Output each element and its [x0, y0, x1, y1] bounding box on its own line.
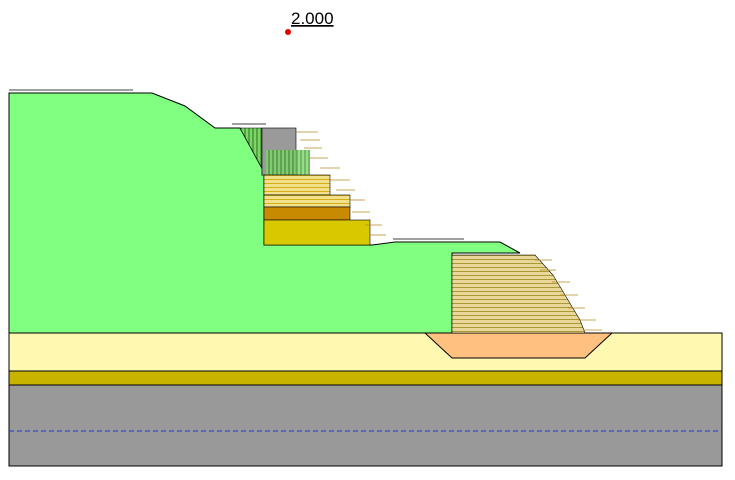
- soil-layer: [8, 370, 723, 386]
- reinforcement: [296, 131, 386, 236]
- excavation-fill: [423, 332, 614, 359]
- factor-of-safety: 2.000: [291, 9, 334, 28]
- bedrock: [8, 384, 723, 467]
- wall-block: [263, 194, 351, 208]
- surface-load: [9, 89, 464, 240]
- wall-block: [263, 206, 351, 221]
- wall-block: [263, 174, 331, 196]
- foundation-layer: [8, 332, 723, 372]
- wall-block: [451, 254, 586, 334]
- wall-block: [263, 219, 371, 246]
- reinforcement: [535, 259, 602, 331]
- slip-center: [285, 29, 291, 35]
- wall-block: [266, 150, 310, 175]
